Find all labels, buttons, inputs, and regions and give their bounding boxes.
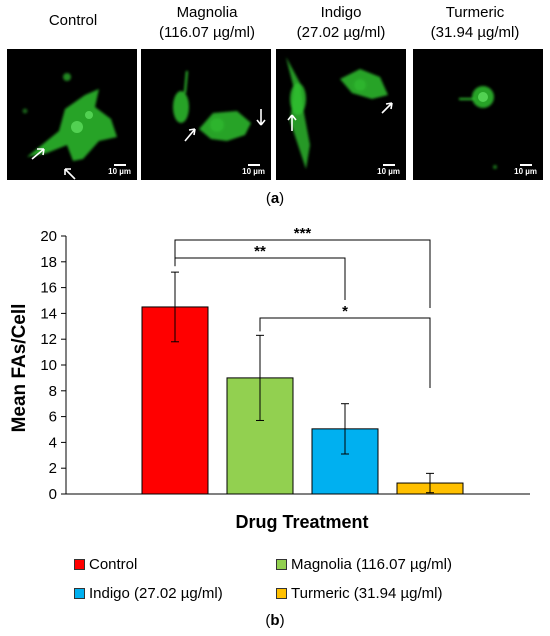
significance-label: *	[342, 303, 348, 320]
legend-swatch	[276, 588, 287, 599]
panel-label-turmeric: Turmeric (31.94 µg/ml)	[410, 3, 540, 43]
legend-label: Turmeric (31.94 µg/ml)	[291, 585, 443, 602]
caption-paren-open: (	[265, 612, 271, 629]
y-tick-label: 14	[40, 305, 57, 322]
micrograph-magnolia: 10 µm	[141, 49, 271, 180]
panel-label-line2: (31.94 µg/ml)	[430, 24, 520, 41]
control-cell-image	[22, 73, 117, 180]
y-tick-label: 16	[40, 280, 57, 297]
scale-bar: 10 µm	[108, 164, 131, 176]
caption-paren-close: )	[279, 190, 285, 207]
micrograph-turmeric: 10 µm	[413, 49, 543, 180]
legend-swatch	[74, 559, 85, 570]
scale-bar-label: 10 µm	[108, 167, 131, 176]
scale-bar-label: 10 µm	[514, 167, 537, 176]
scale-bar: 10 µm	[377, 164, 400, 176]
scale-bar-label: 10 µm	[242, 167, 265, 176]
significance-bracket	[259, 317, 431, 388]
legend-label: Control	[89, 556, 138, 573]
legend-item-indigo: Indigo (27.02 µg/ml)	[74, 585, 223, 602]
magnolia-cell-image	[173, 70, 266, 142]
y-tick-label: 0	[49, 486, 57, 503]
y-axis-label: Mean FAs/Cell	[9, 304, 30, 433]
legend-label: Magnolia (116.07 µg/ml)	[291, 556, 452, 573]
micrograph-indigo: 10 µm	[276, 49, 406, 180]
panel-b-caption: (b)	[255, 612, 295, 629]
caption-paren-close: )	[279, 612, 285, 629]
caption-paren-open: (	[265, 190, 271, 207]
micrograph-control: 10 µm	[7, 49, 137, 180]
significance-label: **	[254, 243, 266, 260]
x-axis-label: Drug Treatment	[235, 512, 368, 532]
y-tick-label: 4	[49, 434, 57, 451]
turmeric-cell-image	[459, 86, 497, 169]
y-tick-label: 2	[49, 460, 57, 477]
legend-item-magnolia: Magnolia (116.07 µg/ml)	[276, 556, 452, 573]
panel-label-line1: Turmeric	[445, 4, 505, 21]
indigo-cell-image	[286, 57, 393, 169]
legend-item-turmeric: Turmeric (31.94 µg/ml)	[276, 585, 442, 602]
panel-label-indigo: Indigo (27.02 µg/ml)	[276, 3, 406, 43]
scale-bar: 10 µm	[242, 164, 265, 176]
panel-label-line1: Indigo	[320, 4, 362, 21]
panel-label-magnolia: Magnolia (116.07 µg/ml)	[142, 3, 272, 43]
scale-bar: 10 µm	[514, 164, 537, 176]
scale-bar-label: 10 µm	[377, 167, 400, 176]
panel-label-line2: (27.02 µg/ml)	[296, 24, 386, 41]
y-tick-label: 20	[40, 228, 57, 245]
panel-label-line2: (116.07 µg/ml)	[159, 24, 255, 41]
significance-label: ***	[294, 225, 312, 242]
y-tick-label: 10	[40, 357, 57, 374]
y-tick-label: 6	[49, 409, 57, 426]
significance-bracket	[174, 257, 346, 300]
panel-label-line1: Magnolia	[176, 4, 238, 21]
caption-letter: b	[270, 612, 280, 629]
caption-letter: a	[270, 190, 280, 207]
y-tick-label: 12	[40, 331, 57, 348]
y-tick-label: 18	[40, 254, 57, 271]
panel-label-control: Control	[8, 11, 138, 31]
significance-bracket	[174, 239, 431, 308]
y-tick-label: 8	[49, 383, 57, 400]
panel-a-caption: (a)	[255, 190, 295, 207]
legend-swatch	[74, 588, 85, 599]
legend-item-control: Control	[74, 556, 137, 573]
legend-swatch	[276, 559, 287, 570]
panel-label-line1: Control	[48, 12, 98, 29]
legend-label: Indigo (27.02 µg/ml)	[89, 585, 223, 602]
